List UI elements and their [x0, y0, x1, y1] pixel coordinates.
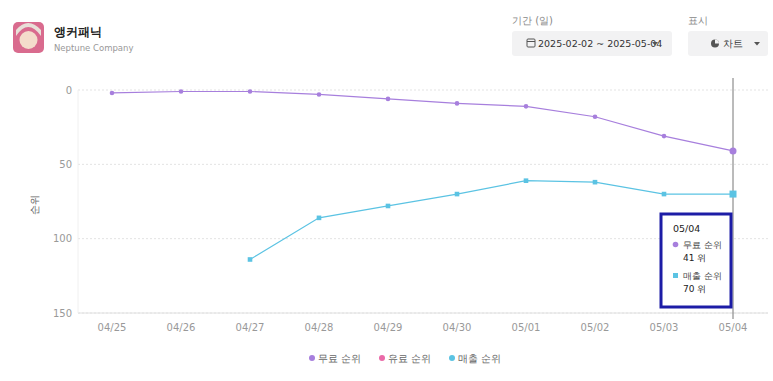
display-box[interactable]	[688, 31, 768, 56]
x-tick-label: 05/02	[581, 322, 610, 333]
x-tick-label: 04/28	[305, 322, 334, 333]
x-tick-label: 05/04	[719, 322, 748, 333]
period-value: 2025-02-02 ~ 2025-05-04	[538, 38, 662, 49]
page: 앵커패닉 Neptune Company 기간 (일) 2025-02-02 ~ 20…	[0, 0, 773, 381]
point	[248, 257, 253, 262]
tooltip: 05/04 무료 순위 41 위매출 순위 70 위	[661, 214, 731, 307]
display-value: 차트	[723, 38, 743, 49]
point	[248, 89, 253, 94]
calendar-icon	[527, 39, 535, 47]
y-axis-line	[78, 90, 79, 313]
tooltip-item-name: 매출 순위	[683, 271, 722, 281]
y-tick-label: 100	[53, 233, 72, 244]
point	[179, 89, 184, 94]
y-tick-label: 150	[53, 308, 72, 319]
period-box[interactable]	[512, 31, 672, 56]
x-tick-label: 04/30	[443, 322, 472, 333]
legend-swatch	[379, 355, 385, 361]
legend-label: 매출 순위	[458, 353, 501, 364]
display-label: 표시	[688, 15, 708, 26]
x-tick-label: 04/29	[374, 322, 403, 333]
point	[386, 204, 391, 209]
y-axis-label: 순위	[29, 195, 40, 215]
app-icon-hair	[16, 23, 41, 36]
point	[386, 97, 391, 102]
legend-swatch	[309, 355, 315, 361]
x-tick-label: 05/03	[650, 322, 679, 333]
tooltip-swatch	[673, 273, 678, 278]
app-name: 앵커패닉	[54, 25, 102, 39]
point	[317, 216, 322, 221]
point	[455, 192, 460, 197]
period-caret	[652, 42, 658, 46]
tooltip-title: 05/04	[673, 223, 700, 234]
point	[662, 192, 667, 197]
tooltip-item-value: 70 위	[683, 284, 706, 294]
point	[593, 114, 598, 119]
y-tick-label: 0	[66, 85, 72, 96]
axes: 0 50 100 150 순위 04/25 04/26 04/27 04/28 04/29 04/3…	[29, 85, 768, 334]
point	[524, 178, 529, 183]
grid-line	[78, 164, 768, 165]
legend-label: 유료 순위	[388, 353, 431, 364]
tooltip-box	[661, 214, 731, 307]
plot-area	[110, 89, 737, 262]
app-icon-face	[20, 31, 38, 49]
x-tick-label: 04/25	[98, 322, 127, 333]
tooltip-item-name: 무료 순위	[683, 240, 722, 250]
x-axis-line	[78, 313, 768, 314]
crosshair	[733, 78, 734, 319]
app-icon	[13, 22, 44, 53]
point	[317, 92, 322, 97]
header: 앵커패닉 Neptune Company 기간 (일) 2025-02-02 ~ 20…	[13, 15, 768, 56]
point	[524, 104, 529, 109]
y-tick-label: 50	[59, 159, 72, 170]
grid-line	[78, 313, 768, 314]
chart-svg: 앵커패닉 Neptune Company 기간 (일) 2025-02-02 ~ 20…	[0, 0, 773, 381]
publisher: Neptune Company	[54, 43, 133, 53]
x-tick-label: 04/27	[236, 322, 265, 333]
point	[593, 180, 598, 185]
pie-icon	[711, 40, 719, 48]
tooltip-item-value: 41 위	[683, 253, 706, 263]
point	[455, 101, 460, 106]
calendar-icon-line	[527, 41, 535, 42]
display-caret	[754, 42, 760, 46]
legend: 무료 순위 유료 순위 매출 순위	[309, 353, 501, 364]
tooltip-swatch	[673, 242, 679, 248]
x-tick-label: 04/26	[167, 322, 196, 333]
point	[730, 147, 737, 154]
period-label: 기간 (일)	[512, 15, 553, 26]
legend-label: 무료 순위	[318, 353, 361, 364]
x-tick-label: 05/01	[512, 322, 541, 333]
pie-icon-wedge	[715, 40, 719, 44]
point	[110, 91, 115, 96]
point	[662, 134, 667, 139]
legend-swatch	[449, 355, 455, 361]
point	[730, 191, 737, 198]
series-line	[112, 91, 733, 150]
